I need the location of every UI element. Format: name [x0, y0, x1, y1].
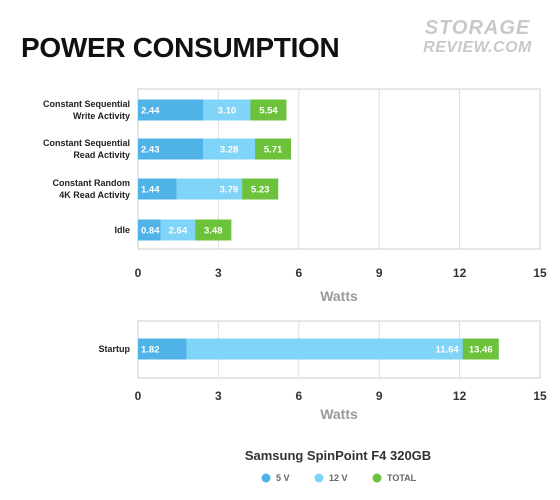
- bar-total: [195, 219, 232, 241]
- bar-total: [242, 178, 279, 200]
- data-label-12v: 3.10: [218, 106, 237, 117]
- bar-total: [462, 338, 499, 360]
- bar-5v: [138, 338, 187, 360]
- logo-line-2: REVIEW.COM: [423, 39, 532, 56]
- legend-item-label: TOTAL: [387, 473, 417, 483]
- data-label-5v: 2.43: [141, 145, 160, 156]
- legend-item-label: 12 V: [329, 473, 348, 483]
- category-label: Constant Sequential Read Activity: [43, 138, 130, 160]
- data-label-12v: 3.79: [220, 185, 239, 196]
- x-axis-title: Watts: [320, 288, 358, 304]
- data-label-total: 13.46: [469, 345, 493, 356]
- x-tick-label: 6: [295, 389, 302, 403]
- data-label-total: 5.71: [264, 145, 283, 156]
- x-tick-label: 6: [295, 266, 302, 280]
- legend-item-label: 5 V: [276, 473, 290, 483]
- x-tick-label: 0: [135, 266, 142, 280]
- data-label-total: 3.48: [204, 226, 223, 237]
- legend: Samsung SpinPoint F4 320GB 5 V 12 V TOTAL: [245, 448, 431, 483]
- chart-startup: 0 3 6 9 12 15 Watts 1.82 11.64 13.46 Startup: [99, 320, 547, 422]
- category-label: Startup: [99, 344, 131, 354]
- legend-swatch: [372, 473, 382, 483]
- bar-total: [255, 138, 292, 160]
- legend-swatch: [261, 473, 271, 483]
- data-label-12v: 11.64: [435, 345, 459, 356]
- legend-swatch: [314, 473, 324, 483]
- bar-5v: [138, 138, 204, 160]
- data-label-5v: 1.44: [141, 185, 160, 196]
- bar-5v: [138, 178, 177, 200]
- bar-12v: [186, 338, 499, 360]
- logo-line-1: STORAGE: [424, 17, 531, 39]
- category-label: Constant Sequential Write Activity: [43, 99, 130, 121]
- data-label-5v: 2.44: [141, 106, 160, 117]
- x-tick-label: 0: [135, 389, 142, 403]
- data-label-5v: 0.84: [141, 226, 160, 237]
- x-tick-label: 15: [533, 389, 547, 403]
- x-tick-label: 12: [453, 266, 467, 280]
- data-label-12v: 2.64: [169, 226, 188, 237]
- data-label-total: 5.54: [259, 106, 278, 117]
- x-tick-label: 15: [533, 266, 547, 280]
- x-tick-label: 12: [453, 389, 467, 403]
- bar-5v: [138, 99, 204, 121]
- bar-5v: [138, 219, 161, 241]
- page-title: POWER CONSUMPTION: [21, 32, 340, 63]
- x-tick-label: 3: [215, 389, 222, 403]
- x-tick-label: 9: [376, 266, 383, 280]
- data-label-5v: 1.82: [141, 345, 160, 356]
- category-label: Idle: [114, 225, 130, 235]
- x-tick-label: 9: [376, 389, 383, 403]
- bar-total: [250, 99, 287, 121]
- storagereview-logo: STORAGE REVIEW.COM: [410, 18, 545, 68]
- legend-title: Samsung SpinPoint F4 320GB: [245, 448, 431, 463]
- category-label: Constant Random 4K Read Activity: [53, 178, 131, 200]
- data-label-total: 5.23: [251, 185, 270, 196]
- x-axis-title: Watts: [320, 406, 358, 422]
- data-label-12v: 3.28: [220, 145, 239, 156]
- chart-workloads: 0 3 6 9 12 15 Watts 2.44 3.10 5.54 Constant Sequen…: [43, 88, 547, 304]
- x-tick-label: 3: [215, 266, 222, 280]
